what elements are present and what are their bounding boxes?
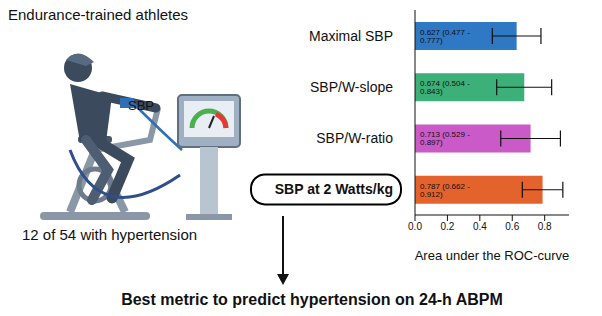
svg-text:12 of 54 with hypertension: 12 of 54 with hypertension bbox=[22, 226, 197, 243]
svg-text:0.787 (0.662 -0.912): 0.787 (0.662 -0.912) bbox=[420, 182, 470, 199]
svg-text:0.627 (0.477 -0.777): 0.627 (0.477 -0.777) bbox=[420, 28, 470, 45]
svg-text:SBP: SBP bbox=[128, 98, 154, 113]
svg-text:0.4: 0.4 bbox=[473, 221, 487, 232]
svg-text:SBP at 2 Watts/kg: SBP at 2 Watts/kg bbox=[275, 181, 393, 197]
svg-text:0.6: 0.6 bbox=[505, 221, 519, 232]
svg-text:0.713 (0.529 -0.897): 0.713 (0.529 -0.897) bbox=[420, 130, 470, 147]
svg-text:0.2: 0.2 bbox=[440, 221, 454, 232]
svg-text:0.674 (0.504 -0.843): 0.674 (0.504 -0.843) bbox=[420, 79, 470, 96]
svg-text:0.8: 0.8 bbox=[538, 221, 552, 232]
svg-text:SBP/W-slope: SBP/W-slope bbox=[310, 79, 393, 95]
svg-text:Maximal SBP: Maximal SBP bbox=[309, 28, 393, 44]
svg-text:Endurance-trained athletes: Endurance-trained athletes bbox=[8, 6, 188, 23]
svg-text:SBP/W-ratio: SBP/W-ratio bbox=[316, 130, 393, 146]
svg-text:Area under the ROC-curve: Area under the ROC-curve bbox=[415, 248, 570, 262]
svg-text:0.0: 0.0 bbox=[408, 221, 422, 232]
svg-text:Best metric to predict hyperte: Best metric to predict hypertension on 2… bbox=[121, 291, 503, 308]
